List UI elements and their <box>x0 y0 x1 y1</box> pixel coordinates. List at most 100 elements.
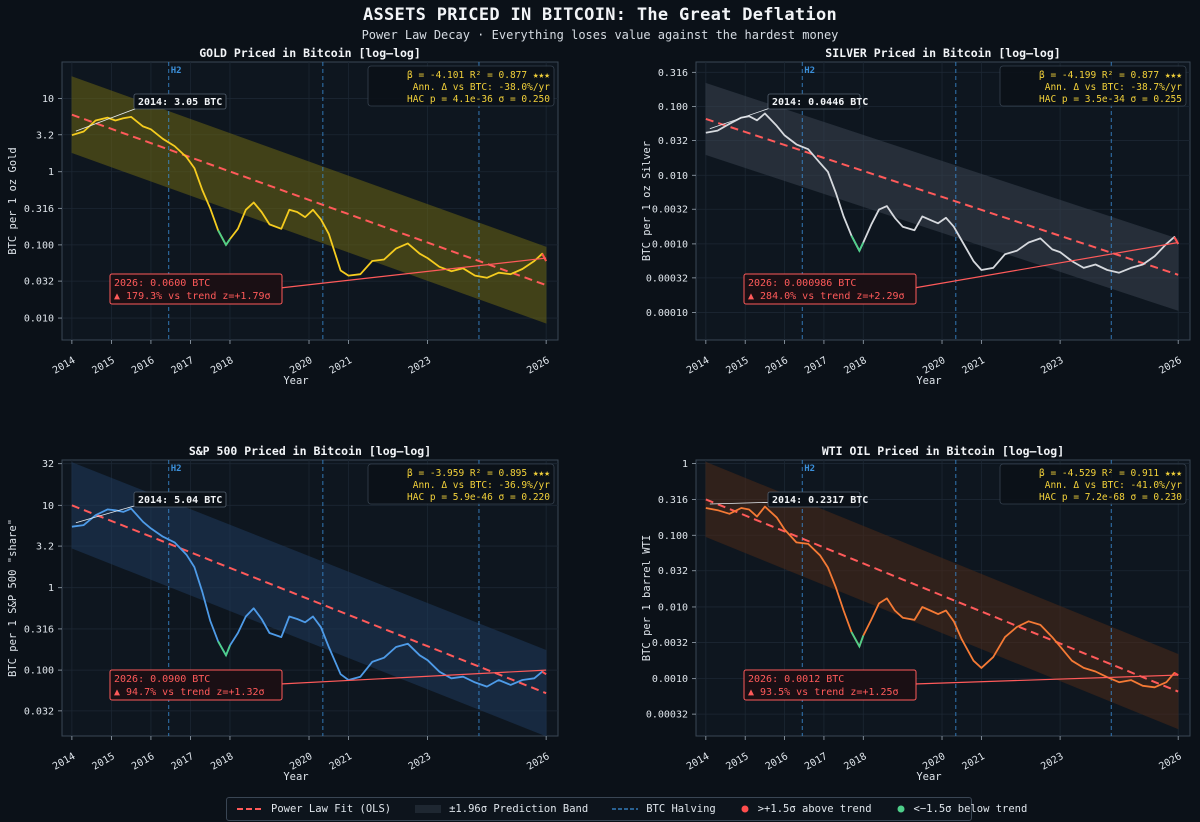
figure-title: ASSETS PRICED IN BITCOIN: The Great Defl… <box>362 5 838 25</box>
x-tick-label: 2015 <box>91 355 117 377</box>
end-annotation-line <box>279 257 547 289</box>
fit-line <box>705 118 1179 276</box>
y-tick-label: 0.316 <box>24 624 54 635</box>
y-tick-label: 1 <box>682 459 688 470</box>
legend-halving: BTC Halving <box>612 803 716 815</box>
x-tick-label: 2016 <box>764 751 790 773</box>
x-tick-label: 2017 <box>803 355 829 377</box>
x-tick-label: 2014 <box>51 751 77 773</box>
halving-label: H2 <box>804 66 815 76</box>
y-tick-label: 0.0032 <box>652 638 688 649</box>
y-tick-label: 3.2 <box>36 130 54 141</box>
y-tick-label: 0.032 <box>658 136 688 147</box>
stats-line: HAC p = 5.9e-46 σ = 0.220 <box>407 492 550 503</box>
x-tick-label: 2018 <box>842 355 868 377</box>
x-axis-label: Year <box>916 771 941 783</box>
y-tick-label: 0.00032 <box>646 710 688 721</box>
x-tick-label: 2023 <box>1039 355 1065 377</box>
panel-1: H2 2014: 0.0446 BTC 2026: 0.000986 BTC ▲ 28… <box>641 46 1191 387</box>
x-tick-label: 2026 <box>525 355 551 377</box>
halving-label: H2 <box>171 464 182 474</box>
start-label-box <box>133 93 227 110</box>
stats-line: HAC p = 4.1e-36 σ = 0.250 <box>407 94 550 105</box>
below-trend-segment <box>217 640 231 658</box>
end-label-box <box>743 273 917 305</box>
y-axis-label: BTC per 1 oz Silver <box>641 141 653 261</box>
stats-line: Ann. Δ vs BTC: -38.7%/yr <box>1045 82 1183 93</box>
stats-line: Ann. Δ vs BTC: -38.0%/yr <box>413 82 551 93</box>
x-tick-label: 2018 <box>209 355 235 377</box>
x-tick-label: 2021 <box>328 355 354 377</box>
start-label: 2014: 0.0446 BTC <box>772 97 868 108</box>
y-tick-label: 1 <box>48 583 54 594</box>
legend-halving-swatch <box>612 808 639 810</box>
below-trend-segment <box>850 235 865 253</box>
stats-box <box>999 463 1187 505</box>
x-tick-label: 2014 <box>685 751 711 773</box>
x-tick-label: 2017 <box>170 355 196 377</box>
panel-title: SILVER Priced in Bitcoin [log–log] <box>825 46 1060 60</box>
end-label-zscore: ▲ 93.5% vs trend z=+1.25σ <box>748 687 899 698</box>
y-tick-label: 0.100 <box>658 531 688 542</box>
panel-title: S&P 500 Priced in Bitcoin [log–log] <box>189 444 431 458</box>
price-series <box>705 112 1179 274</box>
end-label-value: 2026: 0.0900 BTC <box>114 674 210 685</box>
x-tick-label: 2026 <box>525 751 551 773</box>
stats-line: HAC p = 7.2e-68 σ = 0.230 <box>1039 492 1182 503</box>
above-trend-segment <box>541 670 547 676</box>
y-tick-label: 0.100 <box>24 240 54 251</box>
stats-line: β = -4.101 R² = 0.877 ★★★ <box>407 70 550 81</box>
y-tick-label: 32 <box>42 459 54 470</box>
x-tick-label: 2021 <box>961 355 987 377</box>
y-tick-label: 0.316 <box>658 495 688 506</box>
stats-line: β = -4.199 R² = 0.877 ★★★ <box>1039 70 1182 81</box>
legend-above: >+1.5σ above trend <box>740 803 872 815</box>
x-tick-label: 2018 <box>842 751 868 773</box>
panel-title: WTI OIL Priced in Bitcoin [log–log] <box>822 444 1064 458</box>
y-axis-label: BTC per 1 S&P 500 "share" <box>7 519 19 677</box>
stats-line: β = -3.959 R² = 0.895 ★★★ <box>407 468 550 479</box>
x-tick-label: 2016 <box>764 355 790 377</box>
stats-line: Ann. Δ vs BTC: -41.0%/yr <box>1045 480 1183 491</box>
y-tick-label: 0.010 <box>658 171 688 182</box>
below-trend-segment <box>850 631 865 649</box>
legend-below-dot <box>897 805 905 813</box>
x-tick-label: 2016 <box>130 355 156 377</box>
panel-title: GOLD Priced in Bitcoin [log–log] <box>199 46 421 60</box>
stats-box <box>367 463 555 505</box>
x-tick-label: 2015 <box>724 751 750 773</box>
y-tick-label: 0.316 <box>24 204 54 215</box>
x-tick-label: 2020 <box>288 751 314 773</box>
stats-line: Ann. Δ vs BTC: -36.9%/yr <box>413 480 551 491</box>
legend-fit-swatch <box>237 808 263 810</box>
price-series <box>705 505 1179 689</box>
legend-band: ±1.96σ Prediction Band <box>415 803 588 815</box>
y-tick-label: 3.2 <box>36 542 54 553</box>
fit-line <box>71 504 547 695</box>
legend-band-swatch <box>415 805 442 813</box>
x-tick-label: 2021 <box>961 751 987 773</box>
start-label-box <box>767 491 861 508</box>
price-series <box>71 116 547 279</box>
y-tick-label: 0.00032 <box>646 273 688 284</box>
legend-below-label: <−1.5σ below trend <box>913 803 1028 815</box>
x-tick-label: 2020 <box>921 355 947 377</box>
x-tick-label: 2023 <box>407 751 433 773</box>
x-tick-label: 2017 <box>170 751 196 773</box>
y-tick-label: 0.032 <box>24 277 54 288</box>
stats-box <box>367 65 555 107</box>
stats-line: β = -4.529 R² = 0.911 ★★★ <box>1039 468 1182 479</box>
x-tick-label: 2021 <box>328 751 354 773</box>
start-label: 2014: 5.04 BTC <box>138 495 222 506</box>
x-tick-label: 2023 <box>407 355 433 377</box>
legend-fit-label: Power Law Fit (OLS) <box>271 803 392 815</box>
fit-line <box>71 113 547 287</box>
y-tick-label: 0.0010 <box>652 674 688 685</box>
y-tick-label: 0.032 <box>658 566 688 577</box>
y-axis-label: BTC per 1 barrel WTI <box>641 535 653 661</box>
end-label-box <box>109 669 283 701</box>
y-tick-label: 10 <box>42 501 54 512</box>
panel-3: H2 2014: 0.2317 BTC 2026: 0.0012 BTC ▲ 93.5… <box>641 444 1191 783</box>
price-series <box>71 507 547 688</box>
